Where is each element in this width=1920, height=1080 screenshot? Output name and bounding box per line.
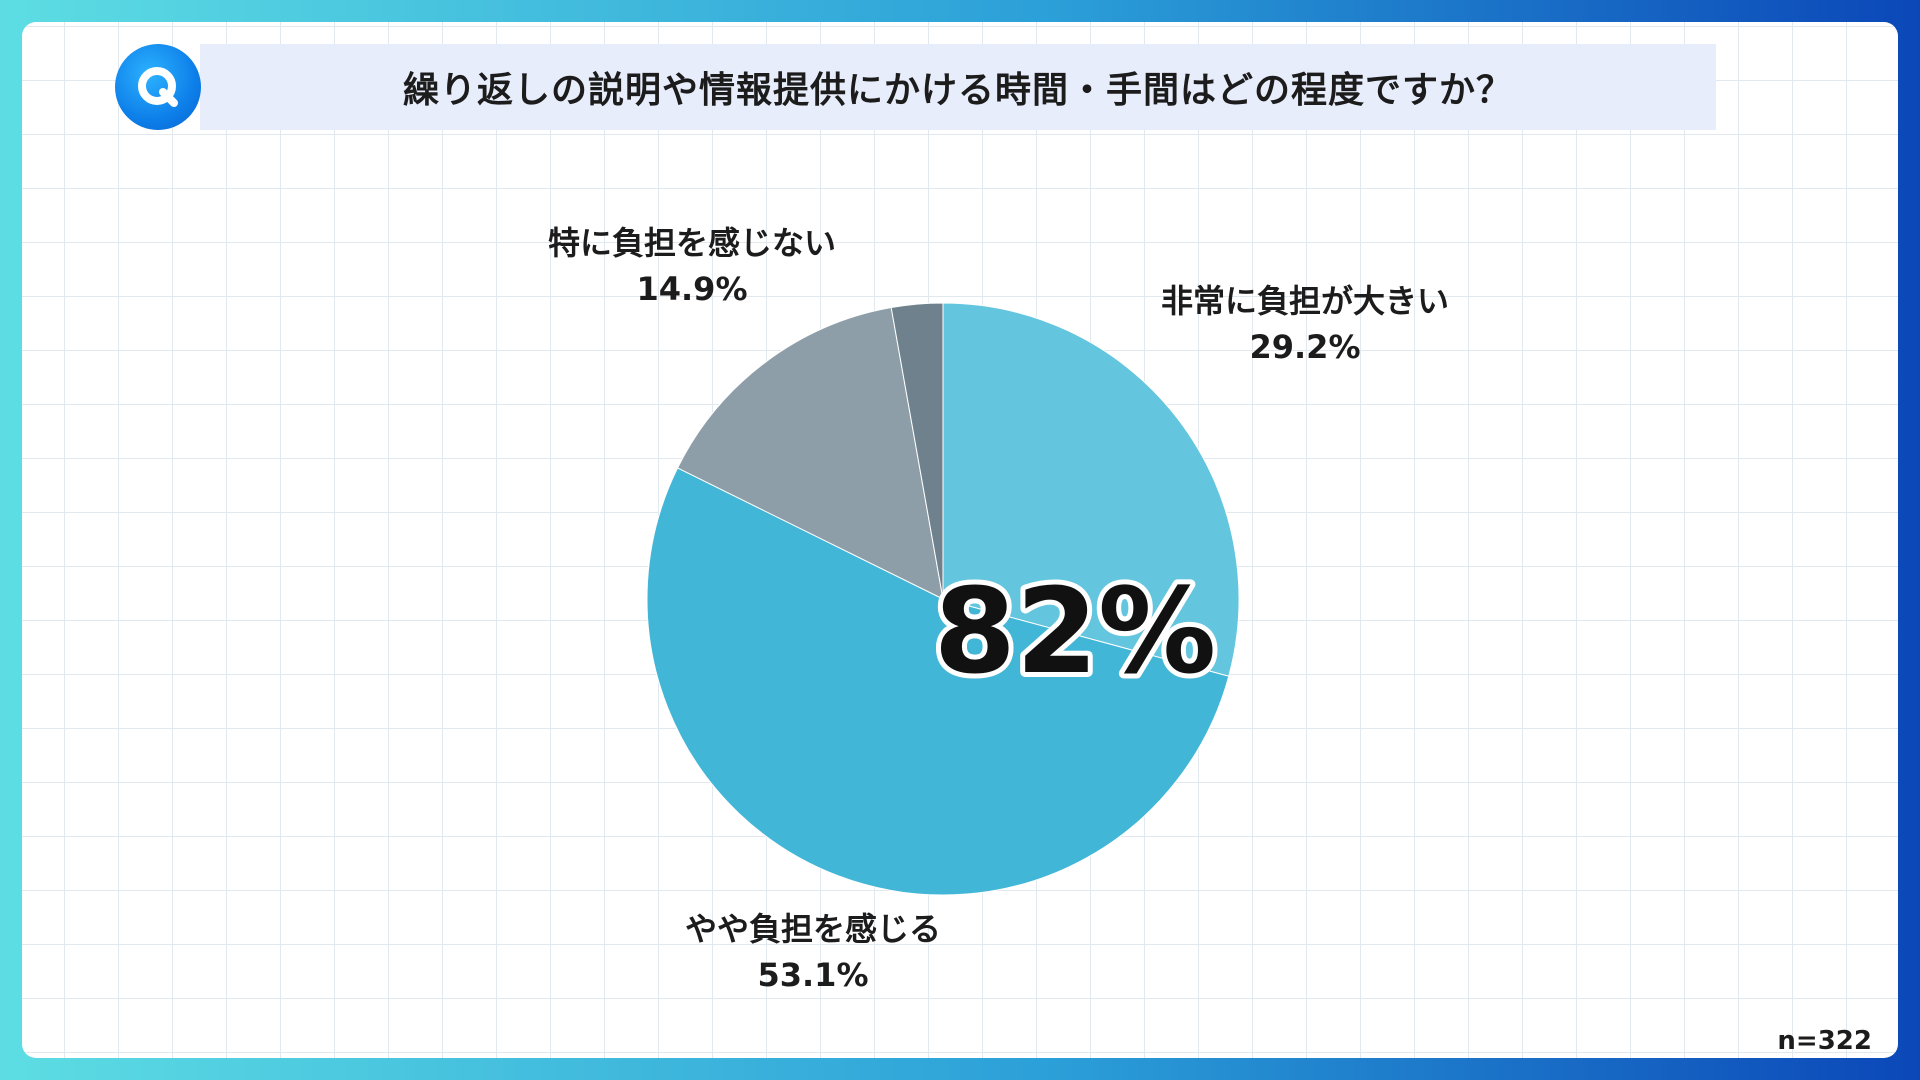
slice-label-somewhat: やや負担を感じる 53.1% — [684, 910, 942, 994]
sample-size: n=322 — [1777, 1026, 1872, 1056]
slice-label-not-really: 特に負担を感じない 14.9% — [547, 224, 837, 308]
question-bar — [200, 44, 1716, 130]
question-title: 繰り返しの説明や情報提供にかける時間・手間はどの程度ですか？ — [402, 70, 1513, 111]
pie-slice-other — [890, 302, 944, 600]
pie-slice-somewhat — [646, 467, 1230, 896]
highlight-percentage: 82% — [934, 562, 1216, 700]
q-icon — [115, 44, 201, 130]
pie-slice-very-heavy — [942, 302, 1240, 677]
slice-label-very-heavy: 非常に負担が大きい 29.2% — [1160, 282, 1450, 366]
pie-slice-not-really — [676, 306, 944, 600]
q-letter-icon — [138, 67, 178, 107]
